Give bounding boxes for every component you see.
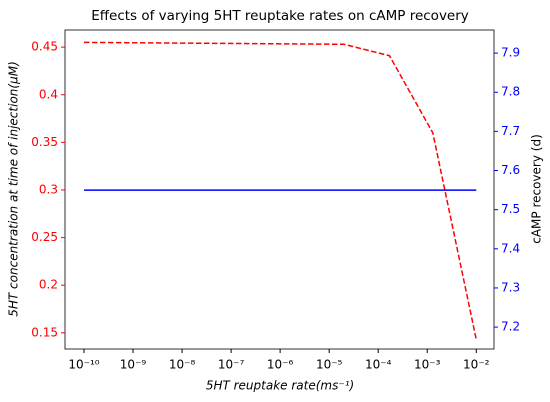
x-tick-label: 10⁻¹⁰ (68, 358, 99, 372)
y2-tick-label: 7.4 (501, 241, 520, 255)
y2-tick-label: 7.7 (501, 124, 520, 138)
y2-tick-label: 7.9 (501, 46, 520, 60)
y-tick-label: 0.45 (31, 40, 58, 54)
y2-tick-label: 7.6 (501, 163, 520, 177)
y-tick-label: 0.3 (39, 182, 58, 196)
x-tick-label: 10⁻² (463, 358, 490, 372)
y2-tick-label: 7.2 (501, 320, 520, 334)
y-tick-label: 0.35 (31, 135, 58, 149)
x-axis-label: 5HT reuptake rate(ms⁻¹) (206, 379, 354, 393)
y2-axis-label: cAMP recovery (d) (530, 134, 544, 244)
y-tick-label: 0.2 (39, 278, 58, 292)
chart-title: Effects of varying 5HT reuptake rates on… (91, 8, 469, 24)
x-tick-label: 10⁻³ (414, 358, 441, 372)
x-tick-label: 10⁻⁶ (267, 358, 294, 372)
y-tick-label: 0.4 (39, 87, 58, 101)
x-tick-label: 10⁻⁸ (169, 358, 196, 372)
x-tick-label: 10⁻⁹ (120, 358, 147, 372)
y-axis-label: 5HT concentration at time of injection(μ… (7, 61, 21, 317)
y2-tick-label: 7.3 (501, 280, 520, 294)
y-tick-label: 0.15 (31, 325, 58, 339)
x-tick-label: 10⁻⁴ (365, 358, 392, 372)
x-tick-label: 10⁻⁷ (218, 358, 245, 372)
y2-tick-label: 7.8 (501, 85, 520, 99)
x-tick-label: 10⁻⁵ (316, 358, 343, 372)
y-tick-label: 0.25 (31, 230, 58, 244)
y2-tick-label: 7.5 (501, 202, 520, 216)
series-line (83, 41, 477, 340)
